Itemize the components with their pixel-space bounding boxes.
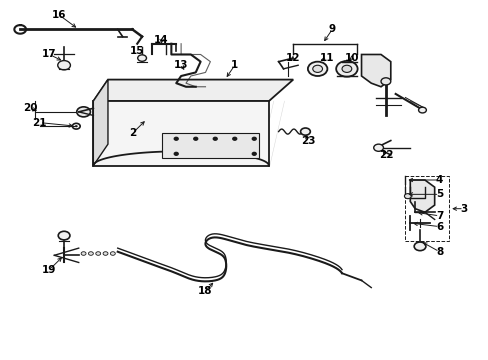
Circle shape — [252, 152, 256, 155]
Text: 7: 7 — [435, 211, 442, 221]
Circle shape — [300, 128, 310, 135]
Text: 9: 9 — [328, 24, 335, 35]
Circle shape — [413, 242, 425, 251]
Circle shape — [138, 55, 146, 61]
Circle shape — [174, 137, 178, 140]
Circle shape — [81, 252, 86, 255]
Circle shape — [75, 125, 78, 127]
Text: 12: 12 — [285, 53, 300, 63]
Circle shape — [96, 252, 101, 255]
Text: 19: 19 — [42, 265, 57, 275]
Circle shape — [174, 152, 178, 155]
Text: 16: 16 — [52, 10, 66, 20]
Circle shape — [312, 65, 322, 72]
Text: 5: 5 — [435, 189, 442, 199]
Circle shape — [77, 107, 90, 117]
Circle shape — [232, 137, 236, 140]
Circle shape — [58, 60, 70, 70]
Text: 6: 6 — [435, 222, 442, 231]
Circle shape — [335, 61, 357, 77]
Text: 8: 8 — [435, 247, 442, 257]
Circle shape — [110, 252, 115, 255]
Polygon shape — [161, 134, 259, 158]
Polygon shape — [409, 180, 434, 212]
Text: 11: 11 — [320, 53, 334, 63]
Text: 10: 10 — [344, 53, 358, 63]
Circle shape — [341, 65, 351, 72]
Text: 17: 17 — [42, 49, 57, 59]
Text: 14: 14 — [154, 35, 168, 45]
Circle shape — [380, 78, 390, 85]
Text: 1: 1 — [231, 60, 238, 70]
Circle shape — [307, 62, 327, 76]
Circle shape — [193, 137, 197, 140]
Polygon shape — [93, 101, 268, 166]
Text: 23: 23 — [300, 136, 314, 145]
Text: 4: 4 — [435, 175, 442, 185]
Text: 21: 21 — [32, 118, 47, 128]
Circle shape — [418, 107, 426, 113]
Circle shape — [88, 252, 93, 255]
Circle shape — [213, 137, 217, 140]
Circle shape — [404, 194, 410, 199]
Text: 20: 20 — [22, 103, 37, 113]
Circle shape — [252, 137, 256, 140]
Polygon shape — [361, 54, 390, 87]
Text: 13: 13 — [174, 60, 188, 70]
Text: 3: 3 — [459, 204, 467, 214]
Text: 2: 2 — [128, 129, 136, 138]
Text: 22: 22 — [378, 150, 392, 160]
Text: 18: 18 — [198, 286, 212, 296]
Polygon shape — [93, 80, 293, 101]
Circle shape — [103, 252, 108, 255]
Polygon shape — [93, 80, 108, 166]
Circle shape — [373, 144, 383, 151]
Text: 15: 15 — [130, 46, 144, 56]
Circle shape — [58, 231, 70, 240]
